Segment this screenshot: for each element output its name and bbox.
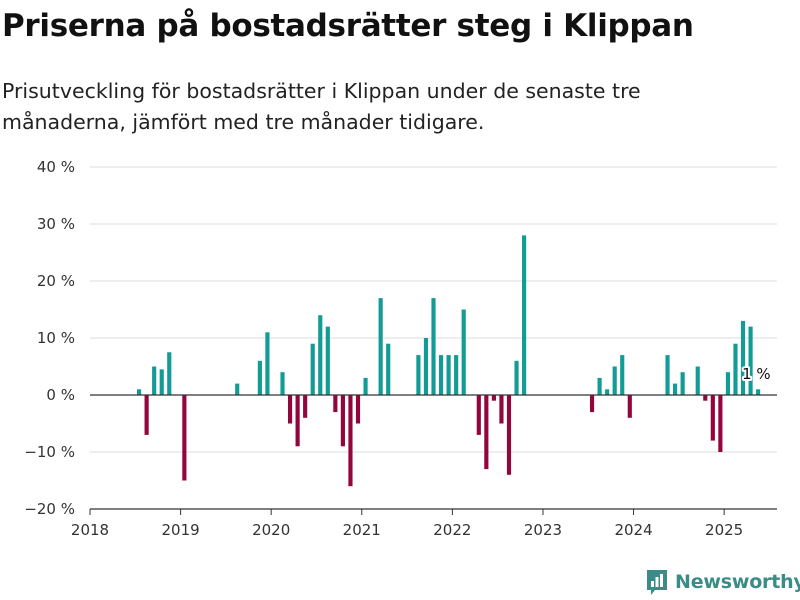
bars: [136, 235, 761, 487]
bar: [378, 298, 383, 395]
bar: [348, 395, 353, 487]
bar: [491, 395, 496, 401]
annotations: 1 %: [740, 363, 773, 385]
newsworthy-logo-icon: [647, 570, 667, 595]
bar: [386, 343, 391, 395]
x-tick-label: 2019: [161, 521, 199, 539]
bar: [265, 332, 270, 395]
bar: [310, 343, 315, 395]
y-tick-label: −20 %: [24, 500, 75, 518]
axes: [89, 394, 777, 515]
bar: [627, 395, 632, 418]
y-axis-tick-labels: −20 % −10 % 0 % 10 % 20 % 30 % 40 %: [24, 158, 75, 518]
x-tick-label: 2021: [343, 521, 381, 539]
bar: [295, 395, 300, 447]
bar: [612, 366, 617, 395]
bar: [340, 395, 345, 447]
bar: [144, 395, 149, 435]
bar: [438, 355, 444, 395]
bar-chart: −20 %−10 %0 %10 %20 %30 %40 % 2018 2019 20…: [24, 158, 777, 539]
y-tick-label: 40 %: [37, 158, 75, 176]
bar: [363, 377, 368, 395]
bar: [318, 315, 323, 395]
bar: [136, 389, 142, 395]
x-axis-tick-labels: 2018 2019 2020 2021 2022 2023 2024 2025: [71, 521, 743, 539]
bar: [303, 395, 308, 418]
bar: [182, 395, 187, 481]
bar: [235, 383, 240, 395]
bar: [454, 355, 459, 395]
bar: [499, 395, 504, 424]
bar: [416, 355, 421, 395]
bar: [461, 309, 466, 395]
gridlines: [90, 166, 777, 453]
bar: [725, 372, 731, 395]
bar: [423, 338, 429, 395]
y-tick-label: 20 %: [37, 272, 75, 290]
bar: [665, 355, 670, 395]
bar: [756, 389, 761, 395]
bar: [597, 377, 602, 395]
y-tick-label: 10 %: [37, 329, 75, 347]
bar: [333, 395, 338, 413]
x-tick-label: 2023: [524, 521, 562, 539]
bar: [718, 395, 723, 452]
bar: [152, 366, 157, 395]
x-tick-label: 2020: [252, 521, 290, 539]
bar: [733, 343, 738, 395]
bar: [740, 320, 746, 395]
chart-subtitle: Prisutveckling för bostadsrätter i Klipp…: [2, 79, 641, 134]
bar: [325, 326, 330, 395]
x-tick-label: 2022: [433, 521, 471, 539]
bar: [355, 395, 361, 424]
bar: [680, 372, 685, 395]
bar: [589, 395, 595, 413]
bar: [476, 395, 481, 435]
bar: [506, 395, 512, 475]
x-tick-label: 2025: [705, 521, 743, 539]
brand-name: Newsworthy: [675, 571, 800, 593]
bar: [710, 395, 715, 441]
y-tick-label: 0 %: [46, 386, 75, 404]
bar: [257, 360, 262, 395]
x-tick-label: 2024: [614, 521, 652, 539]
bar: [522, 235, 527, 395]
bar: [695, 366, 700, 395]
chart-title: Priserna på bostadsrätter steg i Klippan: [2, 8, 694, 44]
x-tick-label: 2018: [71, 521, 109, 539]
y-tick-label: 30 %: [37, 215, 75, 233]
bar: [514, 360, 519, 395]
bar: [431, 298, 436, 395]
bar: [673, 383, 678, 395]
bar: [703, 395, 708, 401]
bar: [620, 355, 625, 395]
bar: [287, 395, 293, 424]
value-annotation: 1 %: [742, 365, 771, 383]
newsworthy-brand: Newsworthy: [645, 568, 800, 596]
bar: [748, 326, 753, 395]
bar: [446, 355, 451, 395]
y-tick-label: −10 %: [24, 443, 75, 461]
bar: [159, 369, 164, 395]
bar: [167, 352, 172, 395]
bar: [280, 372, 285, 395]
bar: [484, 395, 489, 470]
bar: [605, 389, 610, 395]
